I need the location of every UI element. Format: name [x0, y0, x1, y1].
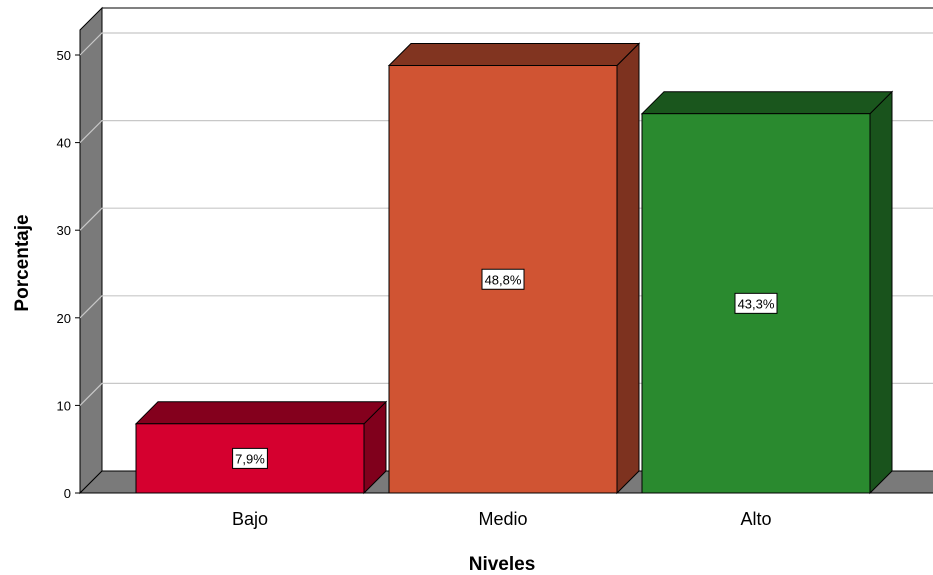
- x-category-label: Bajo: [232, 509, 268, 529]
- data-label: 43,3%: [738, 296, 775, 311]
- bar-side: [616, 42, 640, 495]
- x-axis-categories: Bajo Medio Alto: [232, 509, 772, 529]
- y-axis-title: Porcentaje: [12, 214, 33, 311]
- bar-side: [869, 90, 893, 495]
- gridline: [79, 32, 933, 56]
- x-axis-title: Niveles: [469, 554, 536, 575]
- data-label: 48,8%: [485, 272, 522, 287]
- y-tick-label: 20: [57, 311, 71, 326]
- y-tick-label: 50: [57, 48, 71, 63]
- y-tick-label: 10: [57, 398, 71, 413]
- data-label-box: [734, 292, 778, 314]
- bar-alto: 43,3%: [640, 90, 894, 495]
- x-category-label: Alto: [740, 509, 771, 529]
- y-axis-ticks: 0 10 20 30 40 50: [57, 48, 80, 501]
- data-label-box: [232, 447, 268, 469]
- bar-front: [135, 423, 365, 494]
- bar-medio: 48,8%: [387, 42, 641, 495]
- bar-top: [387, 43, 641, 67]
- bar-top: [134, 401, 388, 425]
- bar-bajo: 7,9%: [134, 400, 388, 495]
- x-category-label: Medio: [478, 509, 527, 529]
- y-tick-label: 40: [57, 136, 71, 151]
- bars: 7,9% 48,8% 43,3%: [134, 42, 894, 495]
- data-label: 7,9%: [235, 451, 265, 466]
- left-wall: [79, 6, 103, 495]
- data-label-box: [481, 268, 525, 290]
- bar-top: [640, 91, 894, 115]
- y-tick-label: 30: [57, 223, 71, 238]
- y-tick-label: 0: [64, 486, 71, 501]
